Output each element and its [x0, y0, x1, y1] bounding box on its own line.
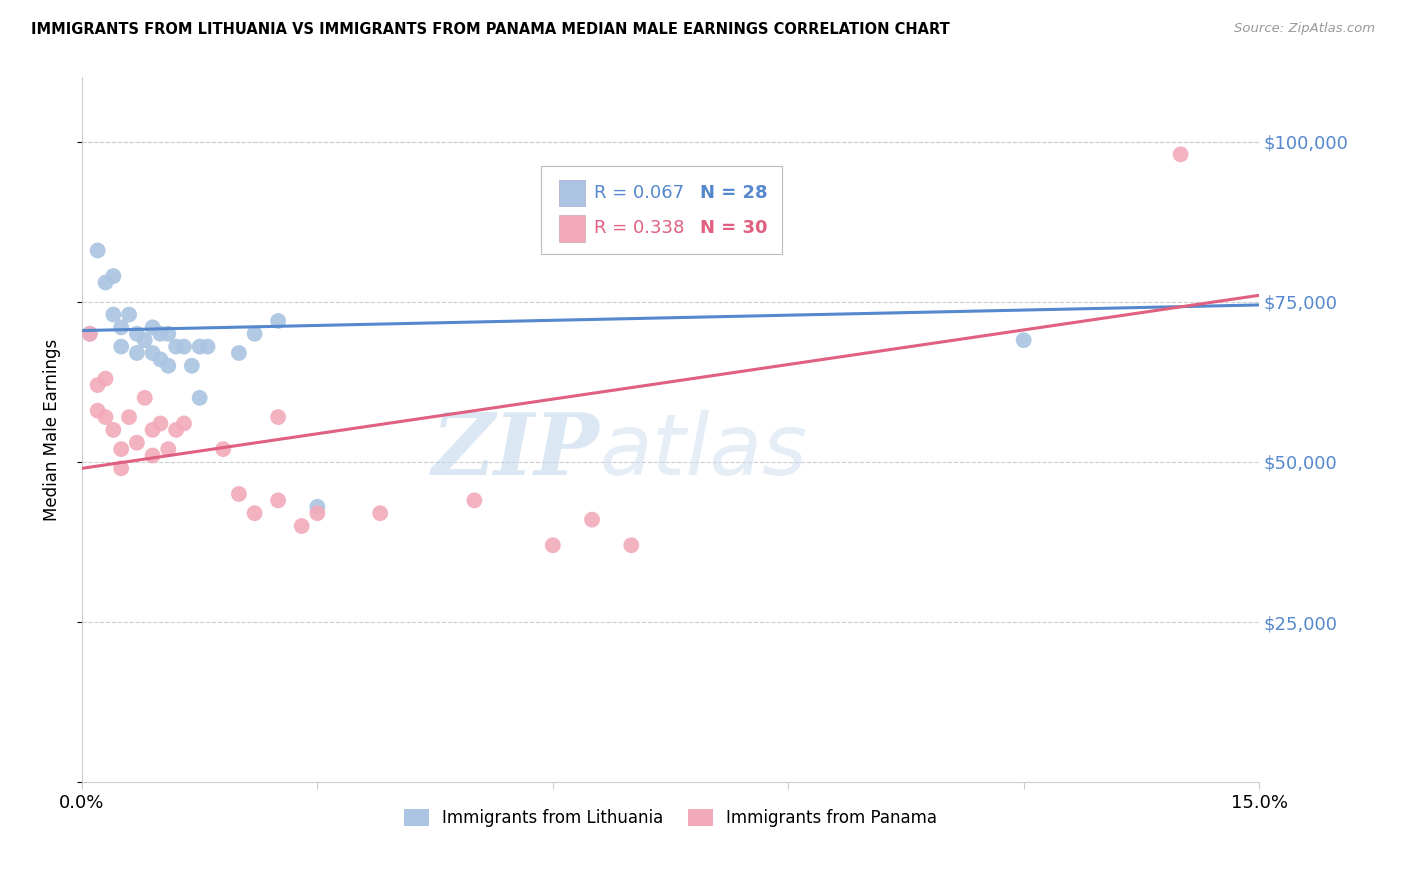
FancyBboxPatch shape: [558, 179, 585, 206]
Point: [118, 410, 141, 425]
Point: [142, 423, 165, 437]
Point: [134, 333, 156, 347]
Point: [134, 391, 156, 405]
Point: [86, 244, 108, 258]
Point: [125, 435, 148, 450]
Point: [94, 276, 117, 290]
Point: [125, 346, 148, 360]
Point: [149, 352, 172, 367]
Point: [581, 513, 603, 527]
Point: [173, 340, 195, 354]
Point: [86, 403, 108, 417]
Point: [267, 410, 290, 425]
Point: [103, 269, 125, 284]
Text: N = 28: N = 28: [700, 184, 768, 202]
Point: [165, 340, 187, 354]
Point: [110, 461, 132, 475]
Point: [86, 378, 108, 392]
Point: [125, 326, 148, 341]
Point: [228, 487, 250, 501]
Point: [243, 506, 266, 520]
Point: [149, 326, 172, 341]
Point: [307, 500, 329, 514]
Point: [94, 371, 117, 385]
Legend: Immigrants from Lithuania, Immigrants from Panama: Immigrants from Lithuania, Immigrants fr…: [396, 803, 945, 834]
Text: R = 0.067: R = 0.067: [593, 184, 685, 202]
FancyBboxPatch shape: [558, 215, 585, 242]
Point: [165, 423, 187, 437]
Point: [212, 442, 235, 456]
Point: [173, 417, 195, 431]
Text: N = 30: N = 30: [700, 219, 768, 237]
Point: [142, 320, 165, 334]
Text: R = 0.338: R = 0.338: [593, 219, 685, 237]
Point: [142, 346, 165, 360]
Text: Source: ZipAtlas.com: Source: ZipAtlas.com: [1234, 22, 1375, 36]
Point: [541, 538, 564, 552]
Point: [94, 410, 117, 425]
Y-axis label: Median Male Earnings: Median Male Earnings: [44, 339, 60, 521]
Point: [79, 326, 101, 341]
Point: [243, 326, 266, 341]
Point: [1012, 333, 1035, 347]
Text: atlas: atlas: [600, 409, 808, 492]
Point: [1170, 147, 1192, 161]
Point: [307, 506, 329, 520]
Text: IMMIGRANTS FROM LITHUANIA VS IMMIGRANTS FROM PANAMA MEDIAN MALE EARNINGS CORRELA: IMMIGRANTS FROM LITHUANIA VS IMMIGRANTS …: [31, 22, 949, 37]
Point: [103, 423, 125, 437]
Point: [142, 449, 165, 463]
Point: [110, 320, 132, 334]
Point: [368, 506, 391, 520]
Point: [157, 326, 180, 341]
Point: [267, 493, 290, 508]
Point: [197, 340, 219, 354]
Point: [463, 493, 485, 508]
Point: [291, 519, 314, 533]
Point: [228, 346, 250, 360]
Point: [180, 359, 202, 373]
Point: [188, 391, 211, 405]
Point: [267, 314, 290, 328]
Point: [188, 340, 211, 354]
Point: [110, 340, 132, 354]
Point: [149, 417, 172, 431]
FancyBboxPatch shape: [541, 166, 782, 253]
Point: [103, 308, 125, 322]
Point: [157, 442, 180, 456]
Point: [620, 538, 643, 552]
Point: [157, 359, 180, 373]
Point: [79, 326, 101, 341]
Point: [110, 442, 132, 456]
Point: [118, 308, 141, 322]
Text: ZIP: ZIP: [432, 409, 600, 492]
